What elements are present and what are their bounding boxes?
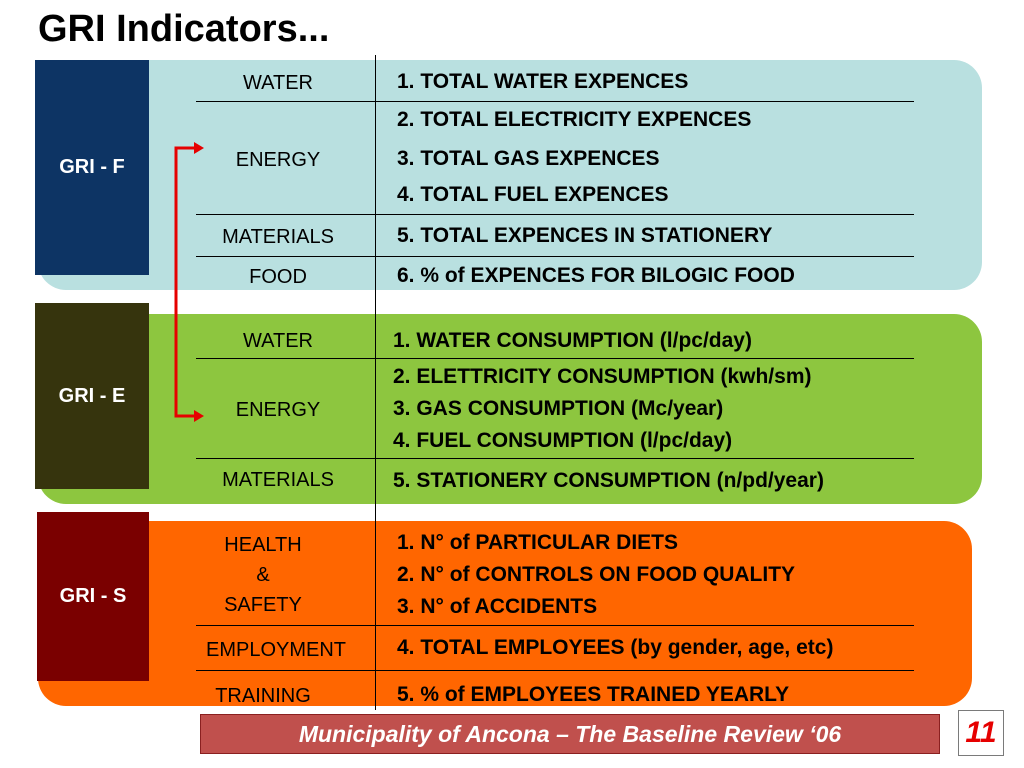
indicator-item: 4. TOTAL EMPLOYEES (by gender, age, etc) [397, 636, 834, 659]
row-divider [196, 358, 914, 359]
row-divider [196, 670, 914, 671]
indicator-item: 1. TOTAL WATER EXPENCES [397, 70, 689, 93]
category-materials: MATERIALS [222, 469, 334, 491]
category-energy: ENERGY [235, 399, 321, 421]
indicator-item: 1. N° of PARTICULAR DIETS [397, 531, 679, 554]
panel-gri-e [38, 314, 982, 504]
indicator-item: 3. TOTAL GAS EXPENCES [397, 147, 660, 170]
category-safety: SAFETY [224, 594, 302, 616]
section-label-gri-e: GRI - E [35, 303, 149, 489]
indicator-item: 5. % of EMPLOYEES TRAINED YEARLY [397, 683, 790, 706]
row-divider [196, 625, 914, 626]
category-water: WATER [243, 72, 313, 94]
category-training: TRAINING [215, 685, 311, 707]
indicator-item: 4. FUEL CONSUMPTION (l/pc/day) [393, 429, 733, 452]
category-food: FOOD [249, 266, 307, 288]
panel-gri-f [38, 60, 982, 290]
indicator-item: 4. TOTAL FUEL EXPENCES [397, 183, 669, 206]
row-divider [196, 101, 914, 102]
category-employment: EMPLOYMENT [205, 639, 347, 661]
link-arrow-icon [174, 142, 204, 422]
footer-banner: Municipality of Ancona – The Baseline Re… [200, 714, 940, 754]
category-and: & [256, 564, 270, 586]
category-energy: ENERGY [235, 149, 321, 171]
indicator-item: 1. WATER CONSUMPTION (l/pc/day) [393, 329, 752, 352]
indicator-item: 6. % of EXPENCES FOR BILOGIC FOOD [397, 264, 795, 287]
section-label-gri-f: GRI - F [35, 60, 149, 275]
panel-gri-s [38, 521, 972, 706]
indicator-item: 5. TOTAL EXPENCES IN STATIONERY [397, 224, 773, 247]
indicator-item: 3. GAS CONSUMPTION (Mc/year) [393, 397, 724, 420]
category-health: HEALTH [224, 534, 302, 556]
indicator-item: 3. N° of ACCIDENTS [397, 595, 598, 618]
column-divider [375, 55, 376, 710]
category-materials: MATERIALS [222, 226, 334, 248]
category-water: WATER [243, 330, 313, 352]
indicator-item: 2. TOTAL ELECTRICITY EXPENCES [397, 108, 752, 131]
indicator-item: 2. N° of CONTROLS ON FOOD QUALITY [397, 563, 796, 586]
footer-text: Municipality of Ancona – The Baseline Re… [298, 720, 842, 748]
row-divider [196, 458, 914, 459]
row-divider [196, 214, 914, 215]
page-number: 11 [958, 710, 1004, 756]
indicator-item: 5. STATIONERY CONSUMPTION (n/pd/year) [393, 469, 824, 492]
page-title: GRI Indicators... [38, 8, 330, 50]
indicator-item: 2. ELETTRICITY CONSUMPTION (kwh/sm) [393, 365, 812, 388]
row-divider [196, 256, 914, 257]
section-label-gri-s: GRI - S [37, 512, 149, 681]
